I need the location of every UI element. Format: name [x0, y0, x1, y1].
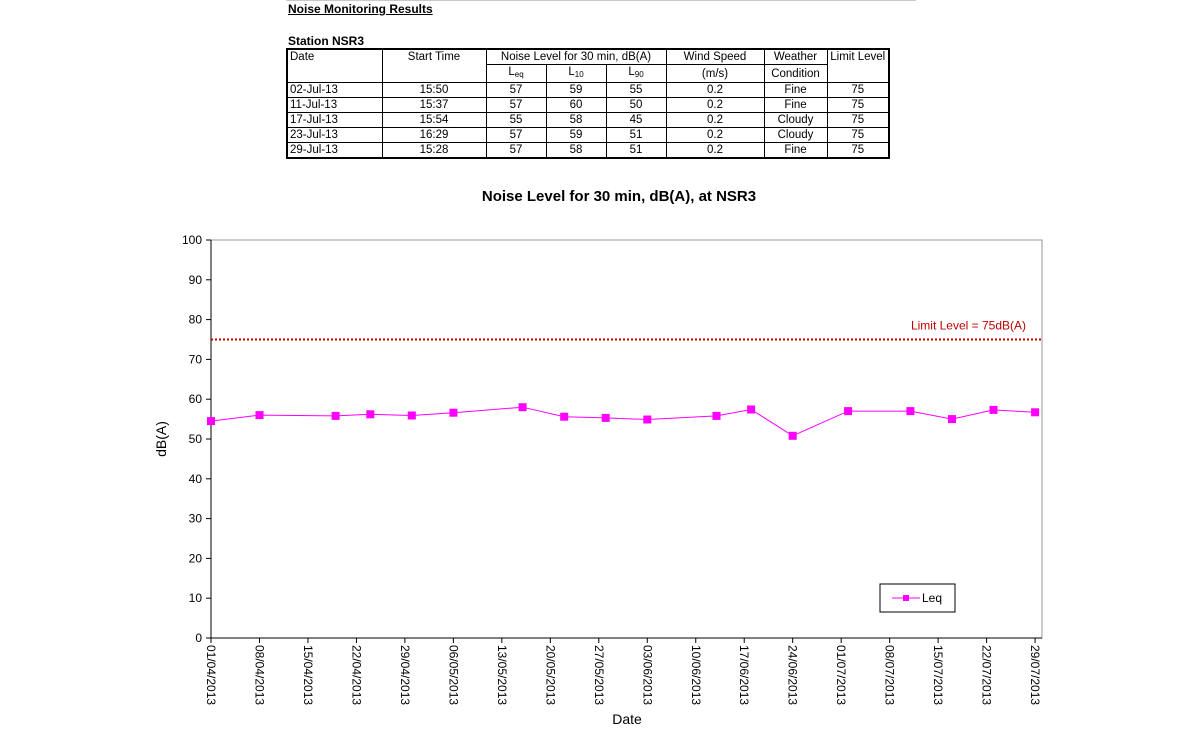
axes-layer: 0 10 20 30 40 50 60 70 80 90 100 01/04/2013 08/04/20… — [182, 233, 1042, 705]
data-point-leq — [449, 408, 458, 417]
y-tick-label: 80 — [189, 313, 203, 327]
cell-wind: 0.2 — [665, 127, 765, 143]
x-tick-label: 22/04/2013 — [349, 645, 363, 705]
header-limit-level: Limit Level — [826, 48, 890, 83]
cell-time: 15:28 — [381, 142, 487, 159]
data-point-leq — [518, 403, 527, 412]
y-tick-label: 30 — [189, 512, 203, 526]
plot-area — [210, 239, 1043, 639]
header-wind-speed: Wind Speed — [665, 48, 765, 65]
cell-limit: 75 — [826, 142, 890, 159]
chart-title: Noise Level for 30 min, dB(A), at NSR3 — [482, 188, 756, 205]
cell-l90: 51 — [605, 127, 667, 143]
cell-l10: 59 — [545, 127, 607, 143]
data-point-leq — [948, 415, 956, 424]
data-point-leq — [747, 405, 756, 414]
x-tick-label: 10/06/2013 — [689, 645, 703, 705]
x-axis-label: Date — [612, 711, 642, 727]
header-l10-main: L — [568, 66, 575, 78]
x-tick-label: 29/04/2013 — [398, 645, 412, 705]
cell-leq: 57 — [485, 82, 547, 98]
cell-date: 29-Jul-13 — [286, 142, 383, 159]
table-row: 29-Jul-13 15:28 57 58 51 0.2 Fine 75 — [286, 142, 890, 159]
x-tick-label: 29/07/2013 — [1028, 645, 1042, 705]
cell-weather: Fine — [763, 142, 828, 159]
y-tick-label: 0 — [195, 631, 202, 645]
data-point-leq — [331, 411, 340, 420]
legend: Leq — [879, 583, 956, 613]
data-point-leq — [712, 411, 721, 420]
limit-level-label: Limit Level = 75dB(A) — [911, 319, 1026, 333]
x-tick-label: 27/05/2013 — [592, 645, 606, 705]
y-tick-label: 100 — [182, 233, 202, 247]
data-point-leq — [407, 411, 416, 420]
data-point-leq — [989, 405, 998, 414]
data-point-leq — [844, 407, 853, 416]
table-header-row: Date Start Time Noise Level for 30 min, … — [286, 48, 890, 83]
data-point-leq — [1031, 408, 1040, 417]
legend-label: Leq — [922, 591, 942, 605]
x-tick-label: 24/06/2013 — [786, 645, 800, 705]
y-tick-label: 20 — [189, 551, 203, 565]
x-tick-label: 08/04/2013 — [252, 645, 266, 705]
cell-wind: 0.2 — [665, 142, 765, 159]
cell-leq: 57 — [485, 127, 547, 143]
cell-date: 23-Jul-13 — [286, 127, 383, 143]
series-layer — [207, 403, 1040, 440]
data-point-leq — [366, 410, 375, 419]
cell-time: 16:29 — [381, 127, 487, 143]
y-tick-label: 10 — [189, 591, 203, 605]
header-l90-main: L — [628, 66, 635, 78]
table-row: 02-Jul-13 15:50 57 59 55 0.2 Fine 75 — [286, 82, 890, 98]
report-heading: Noise Monitoring Results — [288, 2, 433, 16]
y-axis-label: dB(A) — [153, 421, 169, 457]
sheet-top-divider — [286, 0, 916, 1]
x-tick-label: 01/07/2013 — [834, 645, 848, 705]
table-row: 23-Jul-13 16:29 57 59 51 0.2 Cloudy 75 — [286, 127, 890, 143]
header-leq-sub: eq — [514, 70, 524, 79]
y-tick-label: 40 — [189, 472, 203, 486]
header-wind-unit: (m/s) — [665, 64, 765, 83]
header-l10-sub: 10 — [574, 70, 584, 79]
cell-l10: 58 — [545, 142, 607, 159]
header-l90-sub: 90 — [634, 70, 644, 79]
data-point-leq — [643, 415, 652, 424]
header-weather: Weather — [763, 48, 828, 65]
cell-date: 02-Jul-13 — [286, 82, 383, 98]
y-tick-label: 90 — [189, 273, 203, 287]
x-tick-label: 08/07/2013 — [883, 645, 897, 705]
series-line-leq — [210, 406, 1036, 437]
x-tick-label: 06/05/2013 — [446, 645, 460, 705]
cell-leq: 57 — [485, 142, 547, 159]
x-tick-label: 01/04/2013 — [204, 645, 218, 705]
data-point-leq — [207, 417, 215, 426]
x-tick-label: 15/07/2013 — [931, 645, 945, 705]
cell-limit: 75 — [826, 127, 890, 143]
y-tick-label: 70 — [189, 352, 203, 366]
y-tick-label: 60 — [189, 392, 203, 406]
data-point-leq — [601, 413, 610, 422]
x-tick-label: 20/05/2013 — [543, 645, 557, 705]
results-table: Date Start Time Noise Level for 30 min, … — [286, 48, 890, 159]
data-point-leq — [255, 411, 264, 420]
x-tick-label: 13/05/2013 — [495, 645, 509, 705]
cell-weather: Cloudy — [763, 127, 828, 143]
x-tick-label: 17/06/2013 — [737, 645, 751, 705]
data-point-leq — [560, 412, 569, 421]
header-start-time: Start Time — [381, 48, 487, 83]
station-label: Station NSR3 — [288, 34, 365, 48]
legend-marker — [903, 595, 909, 601]
data-point-leq — [906, 407, 915, 416]
y-tick-label: 50 — [189, 432, 203, 446]
data-point-leq — [788, 431, 797, 440]
x-tick-label: 15/04/2013 — [301, 645, 315, 705]
x-tick-label: 03/06/2013 — [640, 645, 654, 705]
header-leq-main: L — [508, 66, 515, 78]
x-tick-label: 22/07/2013 — [980, 645, 994, 705]
